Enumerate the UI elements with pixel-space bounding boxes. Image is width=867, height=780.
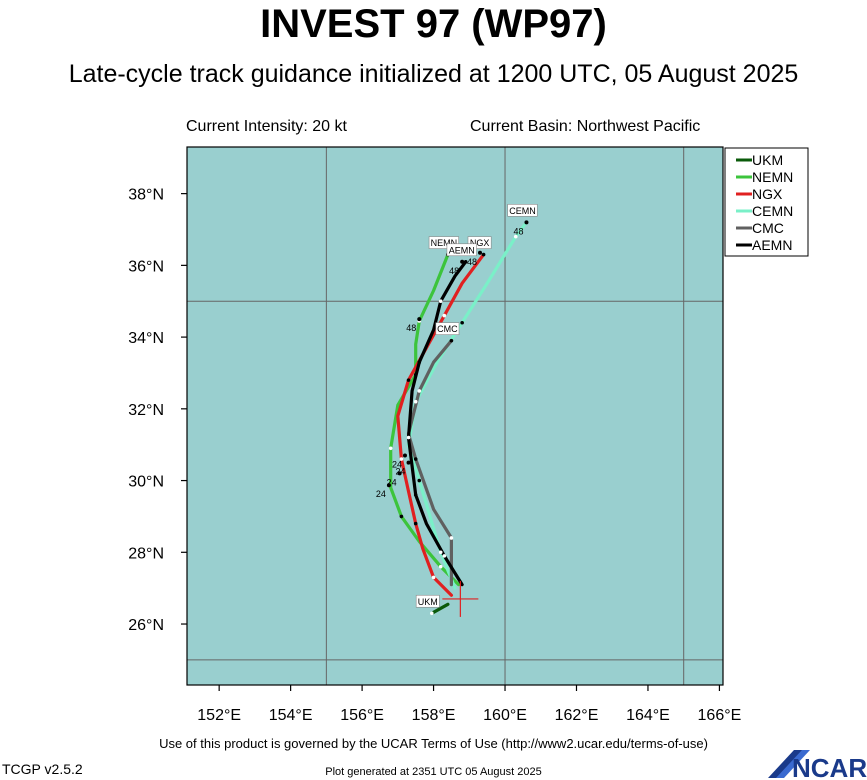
track-end-box	[507, 204, 538, 217]
axes: 152°E 154°E 156°E 158°E 160°E 162°E 164°E 166°E…	[128, 187, 741, 724]
track-ngx	[396, 253, 486, 597]
track-point	[413, 521, 418, 526]
track-point	[438, 564, 443, 569]
track-end-box	[435, 322, 460, 335]
current-intensity: Current Intensity: 20 kt	[186, 118, 347, 135]
chart-subtitle: Late-cycle track guidance initialized at…	[68, 60, 799, 88]
x-tick-label: 160°E	[483, 707, 527, 724]
forecast-hour-label: 48	[513, 226, 523, 236]
y-tick-label: 30°N	[128, 474, 164, 491]
y-tick-label: 26°N	[128, 617, 164, 634]
x-tick-label: 158°E	[412, 707, 456, 724]
track-point	[413, 457, 418, 461]
x-tick-label: 166°E	[698, 707, 742, 724]
forecast-hour-label: 48	[467, 257, 477, 267]
track-point	[417, 360, 422, 365]
track-end-label: NGX	[470, 238, 490, 248]
x-tick-label: 156°E	[340, 707, 384, 724]
track-point	[442, 554, 447, 558]
track-point	[513, 234, 518, 239]
track-point	[413, 372, 418, 377]
track-end-label: NEMN	[431, 238, 458, 248]
track-point	[406, 378, 411, 382]
track-point	[463, 259, 468, 264]
forecast-hour-label: 24	[376, 489, 386, 499]
y-tick-label: 38°N	[128, 187, 164, 204]
legend-label: CMC	[752, 220, 784, 236]
x-tick-label: 154°E	[269, 707, 313, 724]
y-tick-label: 34°N	[128, 330, 164, 347]
terms-of-use: Use of this product is governed by the U…	[159, 736, 708, 751]
y-tick-label: 32°N	[128, 402, 164, 419]
ocean-background	[187, 147, 723, 685]
track-end-box	[446, 243, 477, 257]
legend-label: AEMN	[752, 237, 792, 253]
track-ukm	[430, 602, 450, 615]
hour-point	[417, 317, 422, 322]
legend-box	[724, 147, 809, 257]
track-end-label: CEMN	[509, 206, 536, 216]
track-point	[399, 457, 404, 461]
x-tick-label: 152°E	[197, 707, 241, 724]
current-basin: Current Basin: Northwest Pacific	[470, 118, 701, 135]
track-point	[449, 338, 454, 343]
legend-label: CEMN	[752, 203, 793, 219]
track-point	[417, 389, 422, 393]
generated-timestamp: Plot generated at 2351 UTC 05 August 202…	[325, 766, 542, 778]
ncar-logo-text: NCAR	[792, 753, 867, 780]
forecast-hour-label: 48	[406, 323, 416, 333]
track-point	[460, 320, 464, 325]
hour-point	[402, 453, 407, 458]
hour-point	[386, 483, 391, 488]
legend-label: NGX	[752, 186, 783, 202]
forecast-hour-label: 24	[387, 477, 397, 487]
forecast-hour-label: 24	[392, 459, 402, 469]
plot-frame	[186, 146, 724, 686]
hour-point	[397, 471, 402, 476]
x-tick-label: 162°E	[555, 707, 599, 724]
track-point	[431, 575, 436, 580]
x-tick-label: 164°E	[626, 707, 670, 724]
legend-label: UKM	[752, 152, 783, 168]
track-end-label: CMC	[437, 324, 458, 334]
grid-lines	[187, 147, 723, 685]
forecast-hour-label: 24	[396, 467, 406, 477]
track-point	[413, 493, 418, 497]
hour-point	[478, 250, 483, 255]
track-point	[481, 252, 486, 257]
hour-point	[406, 460, 411, 465]
track-aemn	[406, 260, 468, 587]
track-cmc	[406, 339, 453, 587]
version-label: TCGP v2.5.2	[2, 761, 83, 777]
track-point	[438, 550, 443, 555]
track-point	[406, 435, 411, 440]
track-labels: UKM 24 48 NEMN 24 48 NGX 48 CEMN 24 CMC 24 48 AEMN	[376, 204, 538, 608]
y-tick-label: 36°N	[128, 258, 164, 275]
legend-label: NEMN	[752, 169, 793, 185]
track-point	[442, 313, 447, 318]
track-point	[417, 478, 422, 483]
y-tick-label: 28°N	[128, 545, 164, 562]
track-end-label: UKM	[418, 597, 438, 607]
track-end-label: AEMN	[449, 245, 475, 255]
track-point	[438, 299, 443, 304]
track-end-box	[415, 594, 440, 608]
track-point	[449, 536, 454, 540]
hour-point	[524, 220, 529, 225]
track-point	[388, 446, 393, 451]
track-point	[413, 399, 418, 404]
track-point	[399, 514, 404, 519]
track-point	[429, 611, 434, 616]
hour-point	[460, 259, 465, 264]
track-points	[386, 220, 529, 616]
forecast-hour-label: 48	[449, 266, 459, 276]
chart-title: INVEST 97 (WP97)	[260, 2, 607, 46]
current-position	[442, 580, 479, 617]
ncar-logo: NCAR	[768, 750, 867, 780]
